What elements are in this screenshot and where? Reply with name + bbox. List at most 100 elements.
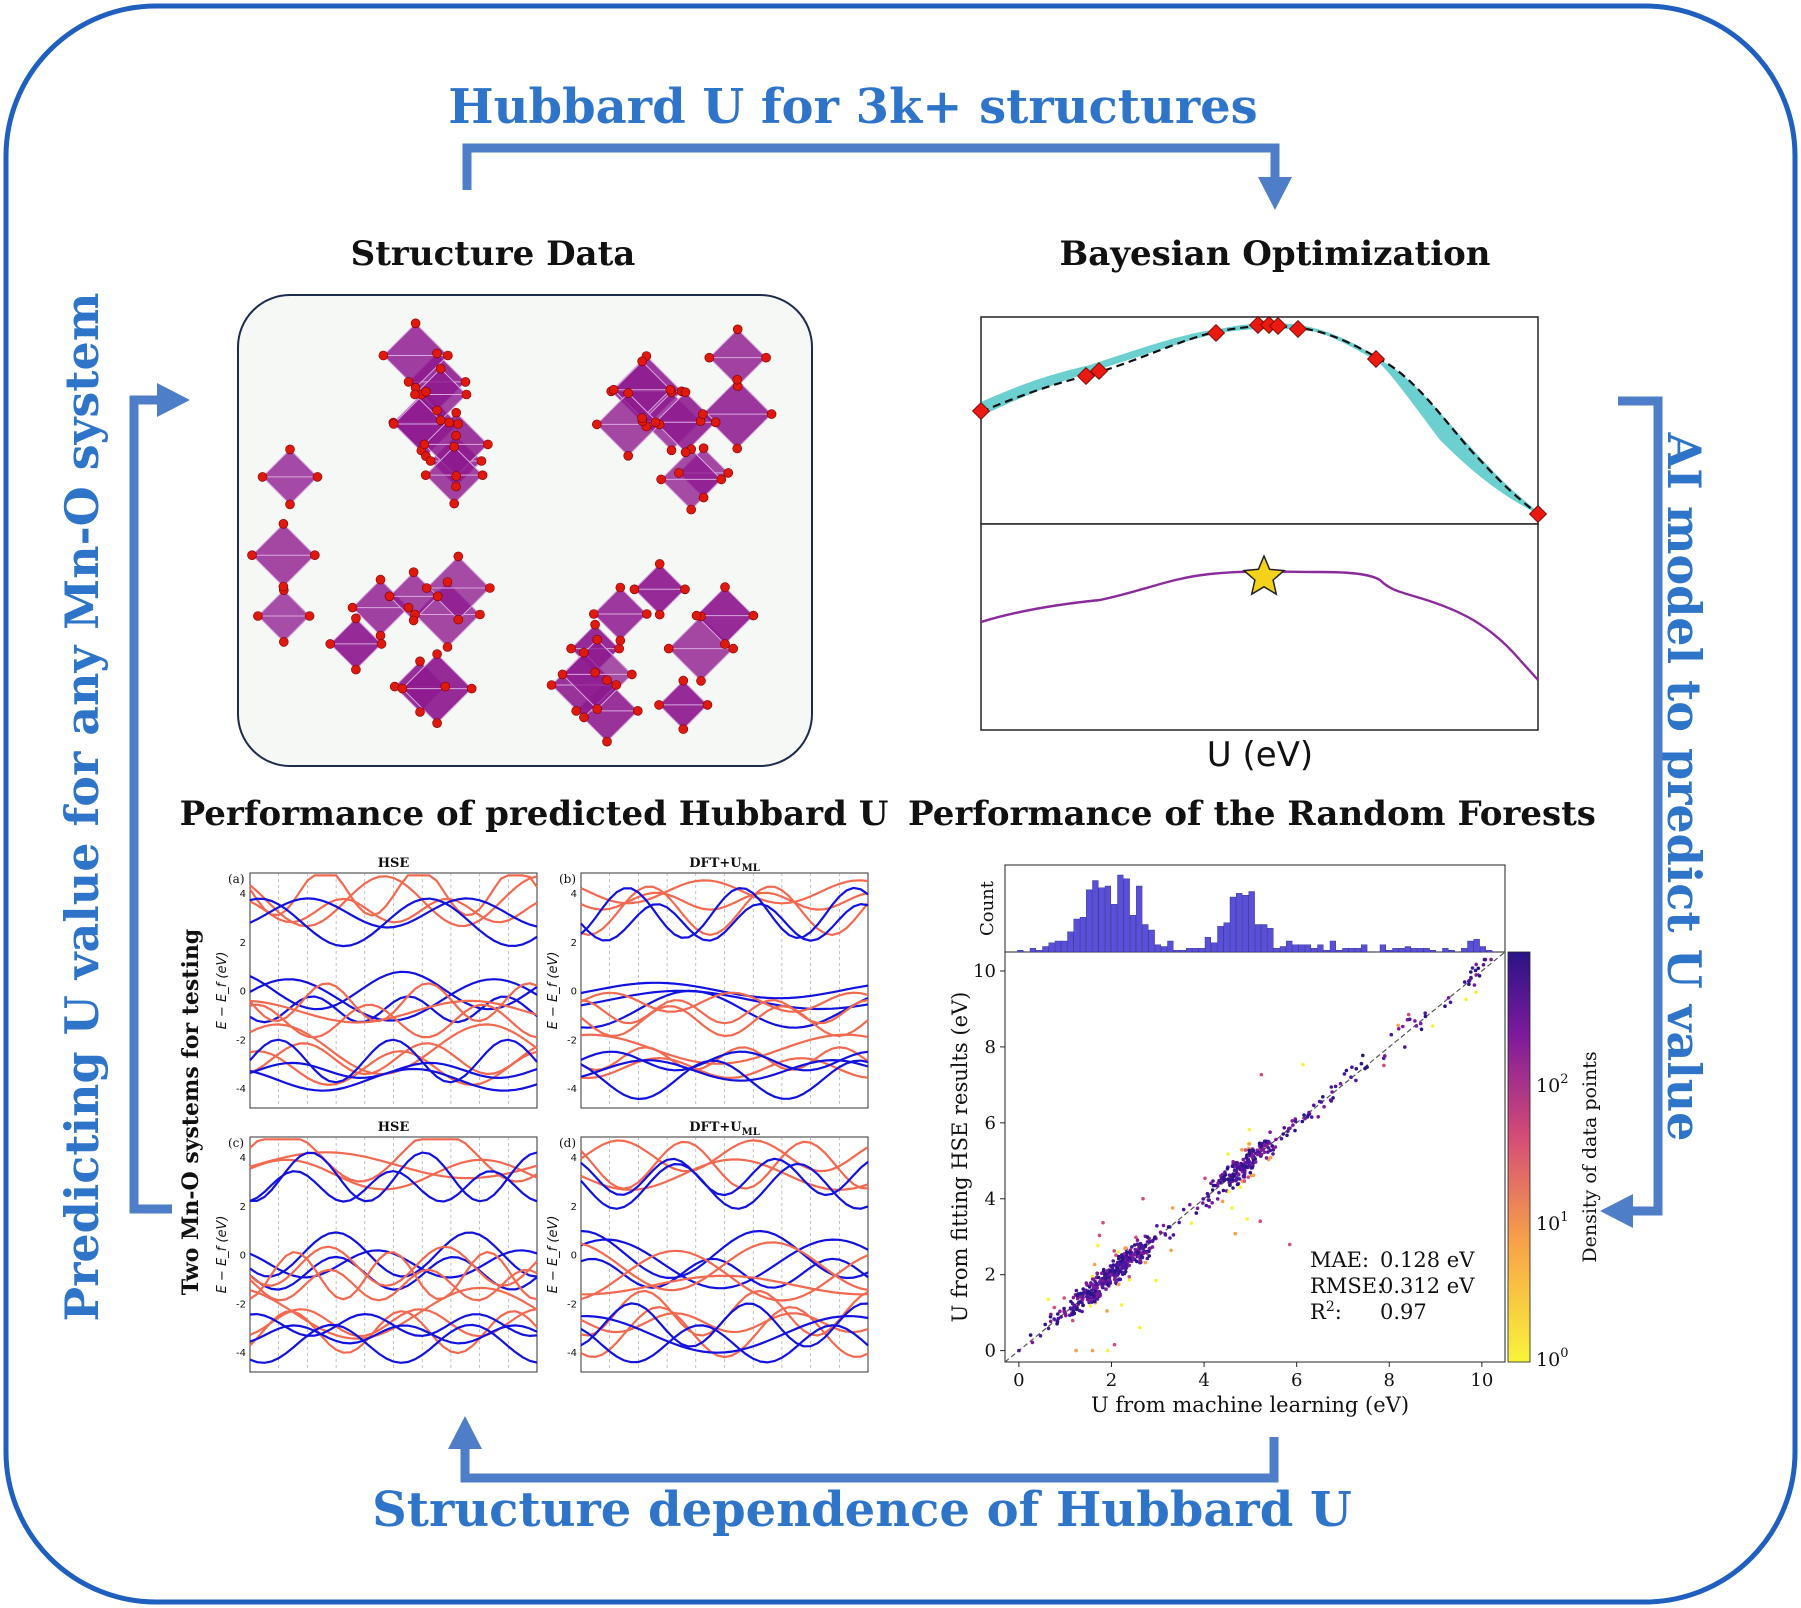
scatter-point [1116, 1256, 1121, 1261]
scatter-point [1089, 1288, 1094, 1293]
band-line [249, 1255, 538, 1291]
hist-bar [1111, 904, 1118, 953]
scatter-point [1250, 1161, 1255, 1165]
oxygen-atom [716, 474, 727, 485]
scatter-point [1408, 1017, 1412, 1022]
scatter-point [1287, 1242, 1292, 1247]
hist-bar [1286, 940, 1293, 953]
scatter-point [1321, 1095, 1325, 1099]
band-line [249, 982, 538, 1023]
scatter-point [1145, 1235, 1150, 1239]
hist-bar [1429, 950, 1437, 953]
band-line [580, 991, 869, 1013]
oxygen-atom [461, 389, 472, 400]
scatter-point [1030, 1340, 1035, 1345]
oxygen-atom [686, 504, 697, 515]
scatter-point [1158, 1230, 1163, 1235]
scatter-point [1122, 1252, 1127, 1256]
scatter-point [1194, 1211, 1199, 1215]
x-tick-label: 8 [1384, 1370, 1395, 1391]
band-line [249, 1249, 538, 1279]
scatter-point [1262, 1150, 1267, 1154]
hist-bar [1317, 944, 1324, 953]
band-line [249, 1169, 538, 1203]
subplot-ytick: 4 [571, 1153, 577, 1164]
scatter-point [1234, 1178, 1238, 1183]
oxygen-atom [732, 443, 743, 454]
scatter-point [1096, 1275, 1101, 1280]
oxygen-atom [654, 700, 664, 710]
scatter-point [1151, 1238, 1155, 1243]
subplot-tag: (d) [559, 1136, 576, 1150]
oxygen-atom [650, 417, 661, 428]
subplot-ytick: 0 [240, 1251, 246, 1262]
scatter-point [1431, 1024, 1435, 1028]
scatter-point [1116, 1271, 1120, 1276]
scatter-point [1127, 1263, 1131, 1268]
scatter-point [1116, 1250, 1121, 1254]
oxygen-atom [654, 559, 665, 569]
scatter-point [1111, 1259, 1115, 1263]
hist-bar [1361, 944, 1368, 953]
stat-value: 0.128 eV [1380, 1248, 1475, 1272]
scatter-point [1481, 963, 1486, 967]
oxygen-atom [627, 669, 637, 680]
scatter-point [1093, 1289, 1097, 1294]
hist-bar [1461, 948, 1468, 953]
hist-bar [1179, 950, 1187, 953]
scatter-point [1127, 1275, 1131, 1279]
scatter-point [1138, 1325, 1142, 1330]
hist-bar [1398, 948, 1405, 953]
band-side-label: Two Mn-O systems for testing [178, 929, 204, 1295]
oxygen-atom [656, 474, 666, 485]
hist-bar [1161, 946, 1168, 953]
scatter-point [1138, 1246, 1142, 1251]
oxygen-atom [702, 700, 713, 710]
scatter-point [1142, 1249, 1146, 1253]
colorbar-tick: 101 [1536, 1210, 1568, 1235]
scatter-point [1359, 1061, 1364, 1066]
scatter-point [1171, 1233, 1176, 1237]
band-line [580, 1249, 869, 1302]
scatter-point [1258, 1219, 1262, 1223]
scatter-point [1253, 1160, 1258, 1164]
scatter-point [1301, 1062, 1305, 1067]
scatter-point [1266, 1139, 1271, 1144]
flow-top-label: Hubbard U for 3k+ structures [448, 79, 1257, 135]
hist-bar [1279, 946, 1287, 953]
scatter-point [1230, 1175, 1235, 1180]
scatter-point [1105, 1348, 1110, 1353]
scatter-point [1288, 1126, 1292, 1131]
outer-frame [3, 3, 1798, 1605]
hist-bar [1067, 931, 1074, 953]
scatter-point [1058, 1309, 1062, 1314]
oxygen-atom [665, 384, 676, 395]
colorbar-tick-exponent: 2 [1560, 1072, 1568, 1087]
scatter-point [1474, 990, 1478, 995]
x-axis-label: U from machine learning (eV) [1091, 1393, 1409, 1417]
scatter-point [1265, 1143, 1269, 1148]
scatter-point [1215, 1197, 1220, 1201]
scatter-point [1354, 1078, 1358, 1083]
hist-label: Count [977, 880, 998, 936]
subplot-ytick: -2 [567, 1035, 577, 1046]
band-line [580, 1140, 869, 1190]
hist-bar [1342, 948, 1349, 953]
subplot-ytick: 2 [571, 938, 577, 949]
scatter-point [1342, 1072, 1347, 1076]
band-line [249, 1151, 538, 1203]
scatter-point [1271, 1152, 1275, 1156]
oxygen-atom [557, 669, 568, 680]
scatter-point [1134, 1235, 1138, 1240]
band-line [580, 981, 869, 1000]
scatter-point [1231, 1160, 1235, 1164]
scatter-point [1247, 1127, 1252, 1132]
oxygen-atom [440, 681, 451, 692]
scatter-point [1141, 1196, 1145, 1201]
hist-bar [1123, 878, 1130, 953]
band-line [249, 1042, 538, 1076]
hist-bar [1423, 948, 1430, 953]
band-line [249, 1286, 538, 1340]
oxygen-atom [421, 583, 432, 593]
oxygen-atom [384, 591, 395, 602]
